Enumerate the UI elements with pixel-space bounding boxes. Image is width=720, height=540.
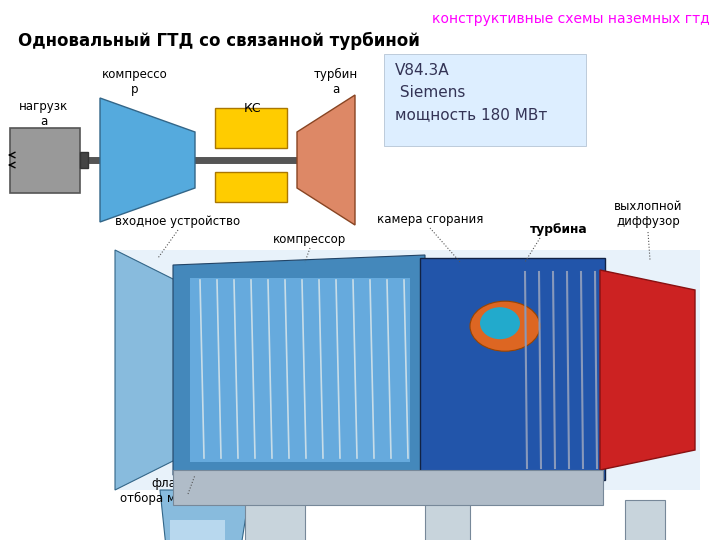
Polygon shape [600,270,695,470]
Bar [190,278,410,462]
Text: компрессо
р: компрессо р [102,68,168,96]
Bar [420,258,605,480]
Polygon shape [100,98,195,222]
Bar [215,108,287,148]
Text: компрессор: компрессор [274,233,346,246]
Text: входное устройство: входное устройство [115,215,240,228]
Bar [80,152,88,168]
Text: турбин
а: турбин а [314,68,358,96]
Ellipse shape [480,307,520,339]
Text: нагрузк
а: нагрузк а [19,100,68,128]
Text: V84.3A
 Siemens
мощность 180 МВт: V84.3A Siemens мощность 180 МВт [395,63,547,123]
Text: фланец
отбора мощности: фланец отбора мощности [120,477,230,505]
Bar [425,495,470,540]
Bar [170,520,225,540]
Bar [10,128,80,193]
Ellipse shape [470,301,540,351]
Text: камера сгорания: камера сгорания [377,213,483,226]
Polygon shape [173,255,425,485]
Bar [115,250,700,490]
Bar [215,172,287,202]
Polygon shape [297,95,355,225]
Text: конструктивные схемы наземных гтд: конструктивные схемы наземных гтд [432,12,710,26]
Polygon shape [115,250,175,490]
Text: выхлопной
диффузор: выхлопной диффузор [613,200,683,228]
Bar [245,500,305,540]
FancyBboxPatch shape [384,54,586,146]
Text: турбина: турбина [530,223,588,236]
Bar [625,500,665,540]
Text: КС: КС [244,102,262,115]
Text: Одновальный ГТД со связанной турбиной: Одновальный ГТД со связанной турбиной [18,32,420,50]
Bar [173,470,603,505]
Polygon shape [160,490,250,540]
